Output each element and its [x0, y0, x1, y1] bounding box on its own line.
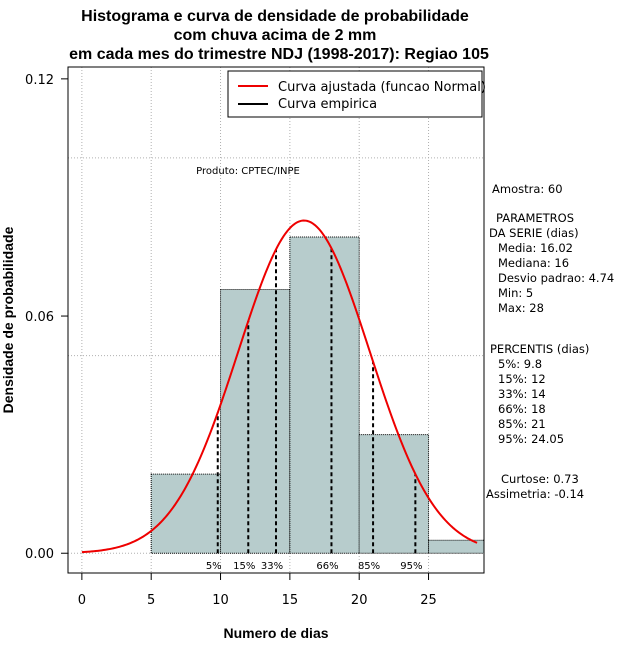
percentile-label-0: 5%	[206, 561, 222, 572]
y-tick-label-2: 0.12	[25, 73, 54, 88]
chart-title-line-1: Histograma e curva de densidade de proba…	[81, 8, 469, 25]
x-tick-label-4: 20	[351, 593, 368, 608]
legend-label-normal: Curva ajustada (funcao Normal)	[278, 80, 486, 95]
stat-p33: 33%: 14	[498, 387, 546, 401]
percentile-lines: 5% 15% 33% 66% 85% 95%	[206, 248, 422, 572]
stat-p66: 66%: 18	[498, 402, 546, 416]
x-tick-label-0: 0	[78, 593, 86, 608]
histogram-bar-3	[358, 434, 430, 554]
legend-box	[227, 70, 483, 118]
percentile-label-2: 33%	[261, 561, 283, 572]
x-tick-label-3: 15	[282, 593, 299, 608]
percentis-title: PERCENTIS (dias)	[490, 342, 589, 356]
chart-title-line-3: em cada mes do trimestre NDJ (1998-2017)…	[69, 46, 489, 63]
stat-min: Min: 5	[498, 286, 533, 300]
x-tick-label-1: 5	[147, 593, 155, 608]
x-axis-label: Numero de dias	[223, 625, 328, 641]
x-axis: 0 5 10 15 20 25	[78, 573, 437, 608]
stats-panel: Amostra: 60 PARAMETROS DA SERIE (dias) M…	[486, 182, 614, 501]
percentile-label-4: 85%	[358, 561, 380, 572]
stat-mediana: Mediana: 16	[498, 256, 569, 270]
percentile-label-5: 95%	[400, 561, 422, 572]
x-tick-label-5: 25	[420, 593, 437, 608]
x-tick-label-2: 10	[212, 593, 229, 608]
percentile-label-3: 66%	[316, 561, 338, 572]
stat-desvio: Desvio padrao: 4.74	[498, 271, 614, 285]
stat-p95: 95%: 24.05	[498, 432, 564, 446]
histogram-bar-4	[428, 539, 485, 554]
y-tick-label-0: 0.00	[25, 547, 54, 562]
stat-curtose: Curtose: 0.73	[501, 472, 579, 486]
stat-p15: 15%: 12	[498, 372, 546, 386]
product-label: Produto: CPTEC/INPE	[196, 166, 300, 177]
stat-p5: 5%: 9.8	[498, 357, 542, 371]
legend: Curva ajustada (funcao Normal) Curva emp…	[227, 70, 486, 118]
stat-media: Media: 16.02	[498, 241, 573, 255]
plot-frame	[67, 66, 485, 574]
params-title-1: PARAMETROS	[496, 211, 574, 225]
stat-p85: 85%: 21	[498, 417, 546, 431]
stat-max: Max: 28	[498, 301, 544, 315]
stat-assimetria: Assimetria: -0.14	[486, 487, 584, 501]
normal-curve	[81, 219, 478, 554]
y-tick-label-1: 0.06	[25, 310, 54, 325]
y-axis-label: Densidade de probabilidade	[0, 226, 16, 413]
params-title-2: DA SERIE (dias)	[489, 226, 579, 240]
legend-label-empirical: Curva empirica	[278, 97, 377, 112]
chart-title-line-2: com chuva acima de 2 mm	[174, 27, 377, 44]
percentile-label-1: 15%	[233, 561, 255, 572]
histogram-bar-2	[289, 236, 360, 554]
histogram-bar-1	[220, 289, 291, 554]
histogram-bars	[150, 236, 485, 554]
stat-amostra: Amostra: 60	[492, 182, 563, 196]
y-axis: 0.00 0.06 0.12	[25, 73, 68, 562]
